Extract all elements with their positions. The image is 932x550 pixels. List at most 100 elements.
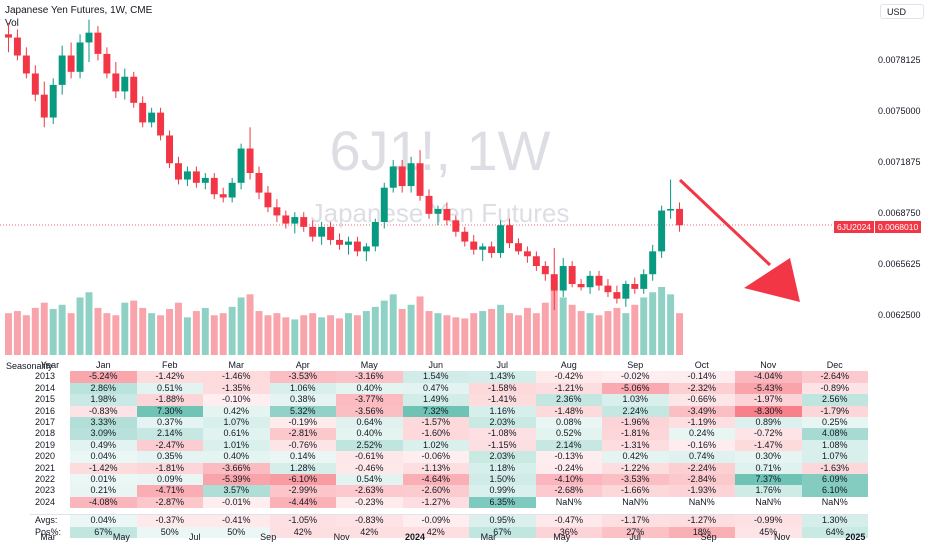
seasonality-cell: -5.39% bbox=[203, 474, 270, 486]
volume-bar bbox=[416, 296, 424, 355]
candle-body bbox=[488, 246, 496, 253]
volume-bar bbox=[577, 311, 585, 355]
seasonality-row: 2018 3.09% 2.14% 0.61% -2.81% 0.40% -1.60% -1.0… bbox=[30, 428, 868, 440]
time-tick: Sep bbox=[700, 532, 717, 542]
seasonality-cell: -1.48% bbox=[535, 405, 602, 418]
price-axis[interactable]: 0.0078125 0.0075000 0.0071875 0.0068750 0.00… bbox=[878, 55, 921, 320]
volume-bar bbox=[586, 313, 594, 355]
seasonality-cell: 2.03% bbox=[469, 451, 536, 463]
candle bbox=[523, 246, 531, 263]
candle-body bbox=[13, 37, 21, 56]
seasonality-cell: 2.14% bbox=[136, 428, 203, 440]
candle bbox=[658, 205, 666, 258]
volume-bar bbox=[649, 292, 657, 355]
seasonality-cell: -1.63% bbox=[801, 462, 868, 475]
currency-selector[interactable]: USD bbox=[880, 4, 924, 19]
candle-body bbox=[157, 112, 165, 136]
forecast-arrow bbox=[678, 178, 800, 302]
candle bbox=[407, 156, 415, 193]
volume-bar bbox=[658, 287, 666, 355]
seasonality-header: Feb bbox=[161, 360, 178, 370]
seasonality-cell: -2.81% bbox=[269, 428, 336, 440]
seasonality-cell: -2.24% bbox=[668, 462, 735, 475]
candle bbox=[76, 34, 84, 79]
seasonality-cell: -0.16% bbox=[668, 439, 735, 452]
candle bbox=[640, 269, 648, 294]
time-axis[interactable]: Mar May Jul Sep Nov 2024 Mar May Jul Sep Nov 2025 bbox=[0, 532, 932, 546]
volume-bar bbox=[568, 304, 576, 355]
candle bbox=[192, 166, 200, 188]
candles bbox=[5, 19, 683, 311]
candle bbox=[210, 173, 218, 200]
seasonality-table: Year Jan Feb Mar Apr May Jun Jul Aug Sep Oct Nov Dec… bbox=[30, 360, 868, 539]
volume-bar bbox=[228, 306, 236, 355]
candle-body bbox=[622, 283, 630, 299]
candle-body bbox=[166, 135, 173, 164]
seasonality-cell: -1.35% bbox=[203, 382, 270, 395]
volume-bar bbox=[40, 302, 48, 355]
price-tick: 0.0065625 bbox=[878, 259, 921, 269]
price-tick: 0.0062500 bbox=[878, 310, 921, 320]
summary-cell: 45% bbox=[735, 526, 802, 539]
candle bbox=[273, 199, 281, 222]
volume-label: Vol bbox=[5, 18, 19, 29]
volume-bar bbox=[604, 311, 612, 355]
seasonality-cell: -1.31% bbox=[602, 439, 669, 452]
volume-bar bbox=[121, 302, 129, 355]
seasonality-cell: 1.08% bbox=[801, 439, 868, 452]
candle-body bbox=[380, 187, 388, 222]
volume-bar bbox=[362, 311, 370, 355]
volume-bar bbox=[273, 313, 281, 355]
seasonality-cell: -0.46% bbox=[336, 462, 403, 475]
seasonality-cell: 0.42% bbox=[602, 451, 669, 463]
volume-bar bbox=[470, 313, 478, 355]
candle-body bbox=[416, 163, 424, 196]
seasonality-cell: -0.83% bbox=[70, 405, 137, 418]
seasonality-cell: 6.10% bbox=[801, 485, 868, 497]
volume-bar bbox=[318, 317, 326, 355]
seasonality-cell: -0.61% bbox=[336, 451, 403, 463]
chart-title: Japanese Yen Futures, 1W, CME bbox=[5, 5, 153, 16]
seasonality-cell: 1.49% bbox=[402, 394, 469, 406]
seasonality-cell: 0.54% bbox=[336, 474, 403, 486]
volume-bar bbox=[175, 302, 182, 355]
seasonality-year: 2015 bbox=[35, 394, 56, 405]
summary-cell: -0.09% bbox=[402, 514, 469, 527]
candle-body bbox=[568, 266, 576, 284]
seasonality-cell: 0.14% bbox=[269, 451, 336, 463]
volume-bar bbox=[103, 313, 111, 355]
candle-body bbox=[67, 55, 75, 72]
price-chart[interactable]: 6J1!, 1W Japanese Yen Futures 0.00781250… bbox=[0, 0, 932, 532]
seasonality-cell: -0.06% bbox=[402, 451, 469, 463]
seasonality-cell: -2.63% bbox=[336, 485, 403, 497]
seasonality-cell: 0.74% bbox=[668, 451, 735, 463]
candle-body bbox=[246, 148, 254, 174]
volume-bar bbox=[157, 315, 165, 355]
seasonality-cell: 0.61% bbox=[203, 428, 270, 440]
candle bbox=[166, 130, 173, 169]
seasonality-cell: -2.32% bbox=[668, 382, 735, 395]
candle-body bbox=[497, 225, 505, 253]
candle bbox=[470, 235, 478, 255]
seasonality-cell: -1.27% bbox=[402, 496, 469, 509]
seasonality-header: Dec bbox=[826, 360, 843, 370]
volume-bar bbox=[327, 315, 335, 355]
candle-body bbox=[282, 215, 290, 224]
price-tick: 0.0075000 bbox=[878, 106, 921, 116]
candle bbox=[452, 215, 460, 237]
seasonality-cell: 4.08% bbox=[801, 428, 868, 440]
seasonality-cell: -1.66% bbox=[602, 485, 669, 497]
seasonality-cell: -0.42% bbox=[535, 371, 602, 383]
volume-bar bbox=[488, 308, 496, 355]
seasonality-cell: 0.01% bbox=[70, 474, 137, 486]
seasonality-cell: 1.50% bbox=[469, 474, 536, 486]
candle-body bbox=[658, 210, 666, 252]
candle bbox=[49, 78, 57, 125]
seasonality-cell: -0.01% bbox=[203, 496, 270, 509]
summary-cell: 64% bbox=[801, 526, 868, 539]
candle-body bbox=[291, 217, 299, 224]
time-tick: May bbox=[553, 532, 571, 542]
seasonality-header: May bbox=[360, 360, 378, 370]
candle bbox=[550, 248, 558, 311]
time-tick: Mar bbox=[40, 532, 56, 542]
